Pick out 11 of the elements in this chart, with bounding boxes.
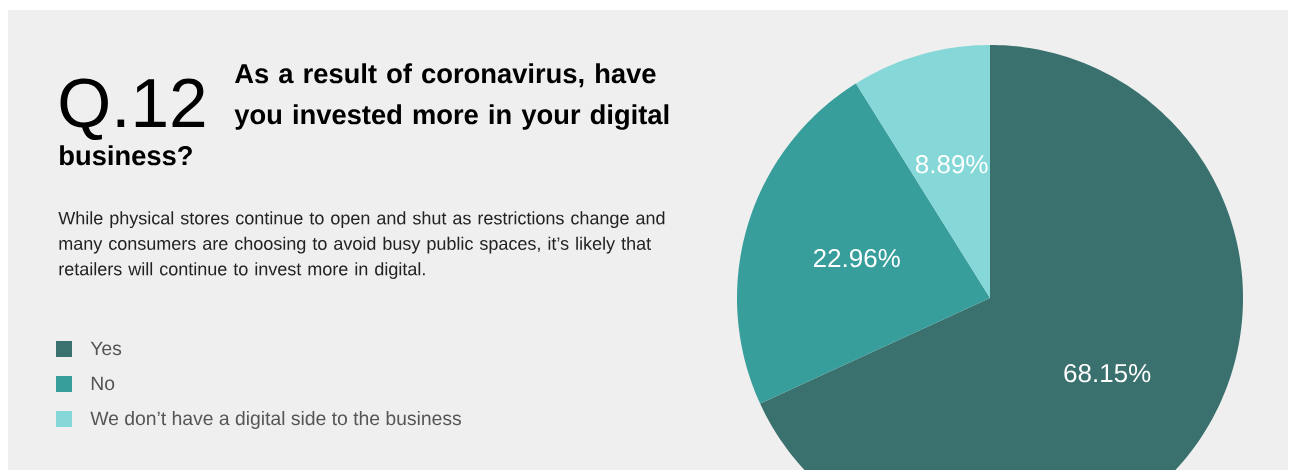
text: Q.12 — [60, 78, 205, 141]
chart-title: business? — [60, 145, 192, 166]
legend-label: Yes — [90, 341, 122, 356]
chart-title: you invested more in your digital — [234, 104, 669, 130]
chart-title: As a result of coronavirus, have — [234, 63, 656, 88]
legend-label: We don’t have a digital side to the business — [90, 410, 462, 429]
legend-label: No — [91, 376, 115, 391]
text: While physical stores continue to open and shut as restrictions change and many consumers are choosing to avoid busy public spaces, it’s likely that retailers will continue to invest more in digital. — [58, 211, 665, 279]
data-label: 68.15% — [1064, 363, 1151, 383]
data-label: 22.96% — [813, 248, 900, 268]
data-label: 8.89% — [915, 155, 988, 174]
